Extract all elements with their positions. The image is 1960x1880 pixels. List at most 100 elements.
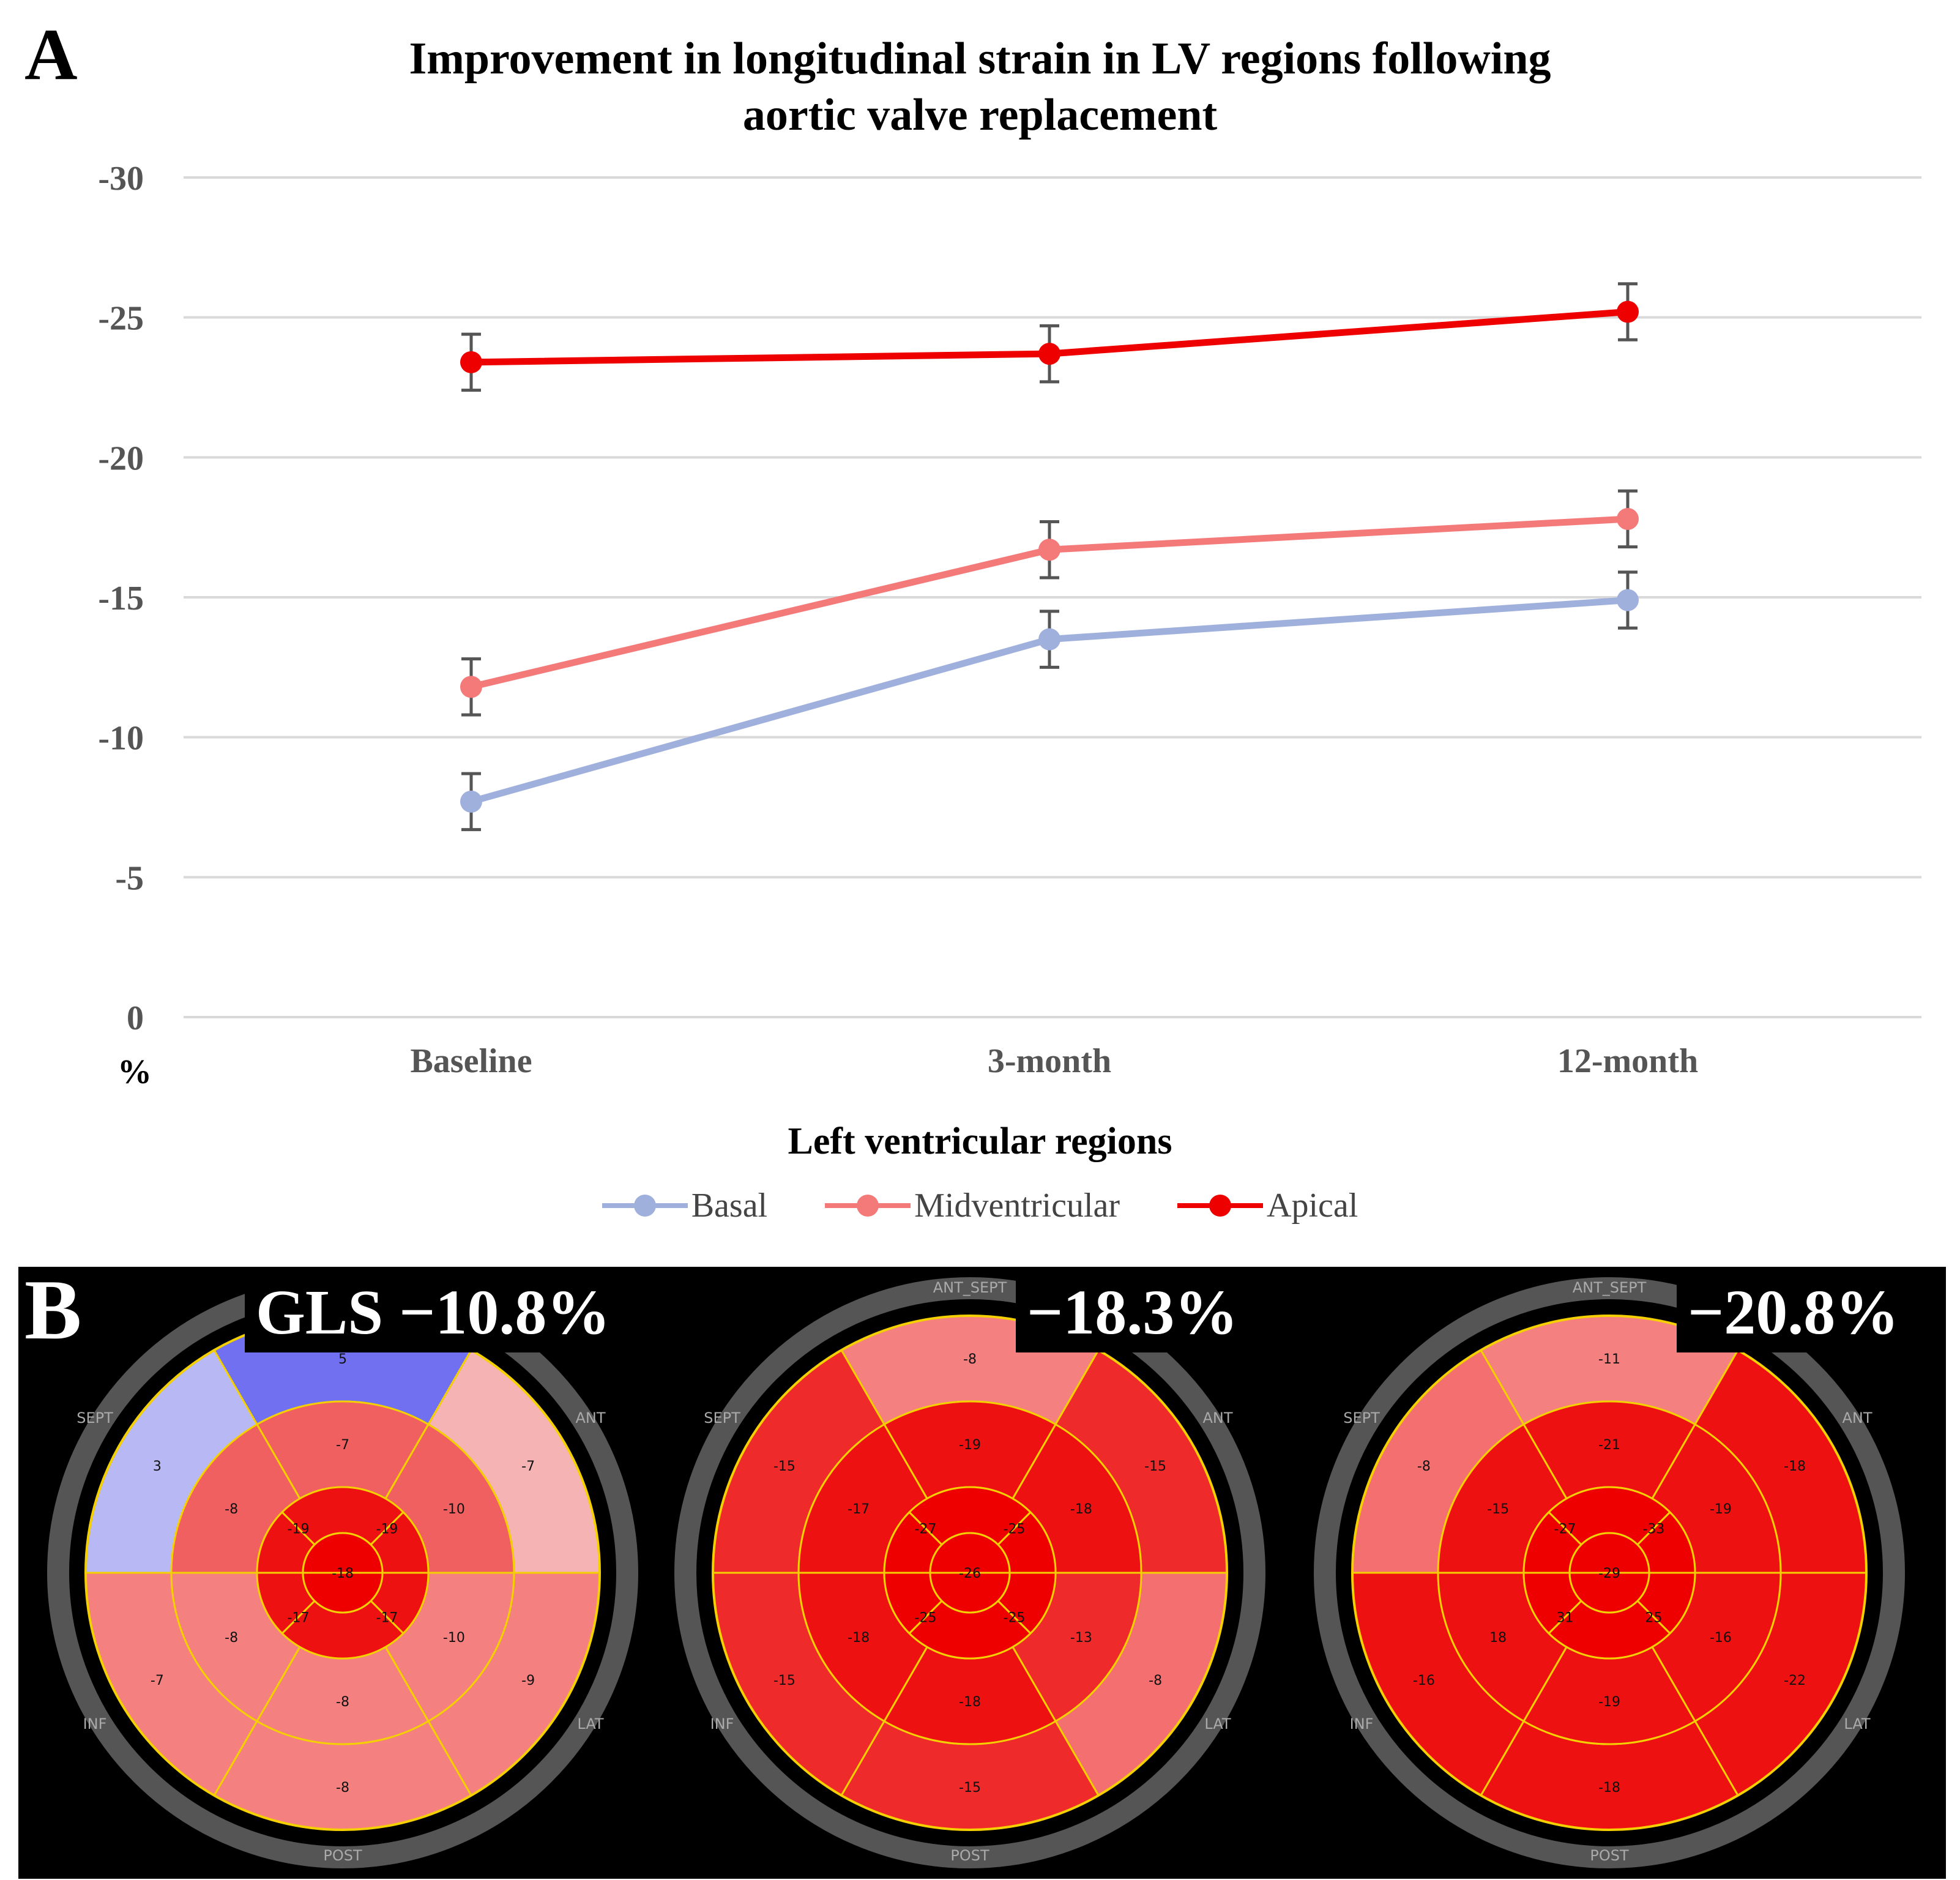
label-sept: SEPT xyxy=(704,1409,740,1427)
apical-value: -27 xyxy=(915,1522,937,1537)
apex-value: -26 xyxy=(959,1566,981,1581)
mid-value: -19 xyxy=(1598,1695,1620,1710)
apical-value: -27 xyxy=(1554,1522,1576,1537)
legend-swatch-basal xyxy=(602,1187,688,1224)
label-sept: SEPT xyxy=(76,1409,113,1427)
mid-value: -8 xyxy=(336,1695,349,1710)
x-tick-label: 12-month xyxy=(1557,1042,1698,1080)
basal-value: -15 xyxy=(773,1459,796,1474)
mid-value: -8 xyxy=(225,1502,238,1517)
apical-value: -33 xyxy=(1643,1522,1665,1537)
basal-value: 5 xyxy=(338,1352,347,1367)
outer-ring xyxy=(1314,1277,1905,1868)
mid-value: -17 xyxy=(848,1502,870,1517)
bullseye-outline xyxy=(712,1315,1228,1831)
legend-label-basal: Basal xyxy=(691,1186,768,1225)
apical-value: -25 xyxy=(915,1610,937,1625)
mid-value: -18 xyxy=(1070,1502,1092,1517)
data-point-basal xyxy=(1038,628,1060,651)
chart-title-line-1: Improvement in longitudinal strain in LV… xyxy=(409,34,1551,84)
label-lat: LAT xyxy=(1844,1715,1870,1733)
basal-value: -16 xyxy=(1413,1673,1435,1688)
basal-value: 3 xyxy=(153,1459,162,1474)
line-chart: 0 -5 -10 -15 -20 -25 -30% Baseline 3-month 12-mon… xyxy=(98,160,1921,1091)
apical-value: 31 xyxy=(1557,1610,1574,1625)
mid-value: -10 xyxy=(443,1502,465,1517)
x-tick-label: 3-month xyxy=(988,1042,1111,1080)
mid-value: 18 xyxy=(1489,1630,1507,1646)
outer-ring xyxy=(674,1277,1265,1868)
y-tick-label: -15 xyxy=(98,580,144,617)
gls-value-3-month: −18.3% xyxy=(1016,1273,1250,1352)
bullseye-plot-baseline: 5 -7 -9 -8 -7 3 -7 -10 -10 -8 -8 -8 -19 -19 -17 -17 -18 S… xyxy=(47,1277,638,1868)
chart-title: Improvement in longitudinal strain in LV… xyxy=(0,31,1960,143)
label-inf: INF xyxy=(710,1715,734,1733)
apical-value: -19 xyxy=(288,1522,310,1537)
mid-value: -18 xyxy=(959,1695,981,1710)
panel-a-label: A xyxy=(24,13,78,95)
label-inf: INF xyxy=(83,1715,107,1733)
bullseye-plot-3-month: -8 -15 -8 -15 -15 -15 -19 -18 -13 -18 -18 -17 -27 -25… xyxy=(674,1277,1265,1868)
basal-value: -15 xyxy=(959,1780,981,1796)
mid-value: -13 xyxy=(1070,1630,1092,1646)
data-point-midventricular xyxy=(1038,539,1060,561)
data-point-basal xyxy=(1617,589,1639,611)
basal-value: -15 xyxy=(773,1673,796,1688)
basal-value: -18 xyxy=(1598,1780,1620,1796)
y-tick-label: -20 xyxy=(98,439,144,477)
label-ant-sept: ANT_SEPT xyxy=(1573,1279,1647,1296)
label-ant-sept: ANT_SEPT xyxy=(933,1279,1007,1296)
y-tick-label: -10 xyxy=(98,720,144,758)
data-point-midventricular xyxy=(1617,507,1639,530)
label-inf: INF xyxy=(1350,1715,1374,1733)
apical-value: -17 xyxy=(288,1610,310,1625)
basal-value: -22 xyxy=(1784,1673,1806,1688)
mid-value: -19 xyxy=(959,1438,981,1453)
basal-value: -8 xyxy=(1417,1459,1431,1474)
mid-value: -15 xyxy=(1487,1502,1509,1517)
data-point-basal xyxy=(460,790,482,813)
basal-value: -7 xyxy=(521,1459,535,1474)
x-tick-label: Baseline xyxy=(410,1042,532,1080)
apex-value: -29 xyxy=(1598,1566,1620,1581)
panel-b-label: B xyxy=(24,1263,82,1357)
data-point-apical xyxy=(1617,300,1639,323)
basal-value: -8 xyxy=(336,1780,349,1796)
mid-value: -8 xyxy=(225,1630,238,1646)
data-point-midventricular xyxy=(460,676,482,698)
basal-value: -15 xyxy=(1144,1459,1166,1474)
legend-item-basal: Basal xyxy=(602,1183,767,1225)
bullseye-plot-12-month: -11 -18 -22 -18 -16 -8 -21 -19 -16 -19 18 -15 -27 -33… xyxy=(1314,1277,1905,1868)
mid-value: -10 xyxy=(443,1630,465,1646)
legend-swatch-midventricular xyxy=(825,1187,911,1224)
apical-value: -25 xyxy=(1004,1610,1026,1625)
gls-value-12-month: −20.8% xyxy=(1677,1273,1910,1352)
legend-label-midventricular: Midventricular xyxy=(914,1186,1120,1225)
label-ant: ANT xyxy=(1202,1409,1232,1427)
bullseye-outline xyxy=(1351,1315,1868,1831)
basal-value: -9 xyxy=(521,1673,535,1688)
basal-value: -18 xyxy=(1784,1459,1806,1474)
apical-value: -25 xyxy=(1004,1522,1026,1537)
x-axis-title: Left ventricular regions xyxy=(788,1121,1172,1162)
legend-swatch-apical xyxy=(1177,1187,1264,1224)
y-tick-label: 0 xyxy=(127,999,144,1037)
basal-value: -8 xyxy=(1149,1673,1162,1688)
mid-value: -18 xyxy=(848,1630,870,1646)
chart-title-line-2: aortic valve replacement xyxy=(742,90,1218,140)
basal-value: -7 xyxy=(151,1673,164,1688)
mid-value: -7 xyxy=(336,1438,349,1453)
legend-item-apical: Apical xyxy=(1177,1183,1358,1225)
label-lat: LAT xyxy=(577,1715,603,1733)
apex-value: -18 xyxy=(332,1566,354,1581)
y-tick-label: -30 xyxy=(98,160,144,198)
legend-item-midventricular: Midventricular xyxy=(825,1183,1120,1225)
label-ant: ANT xyxy=(575,1409,605,1427)
label-sept: SEPT xyxy=(1343,1409,1380,1427)
y-tick-label: -25 xyxy=(98,300,144,338)
data-point-apical xyxy=(1038,343,1060,365)
apical-value: -19 xyxy=(376,1522,398,1537)
apical-value: 25 xyxy=(1645,1610,1662,1625)
basal-value: -11 xyxy=(1598,1352,1620,1367)
label-post: POST xyxy=(950,1847,989,1864)
